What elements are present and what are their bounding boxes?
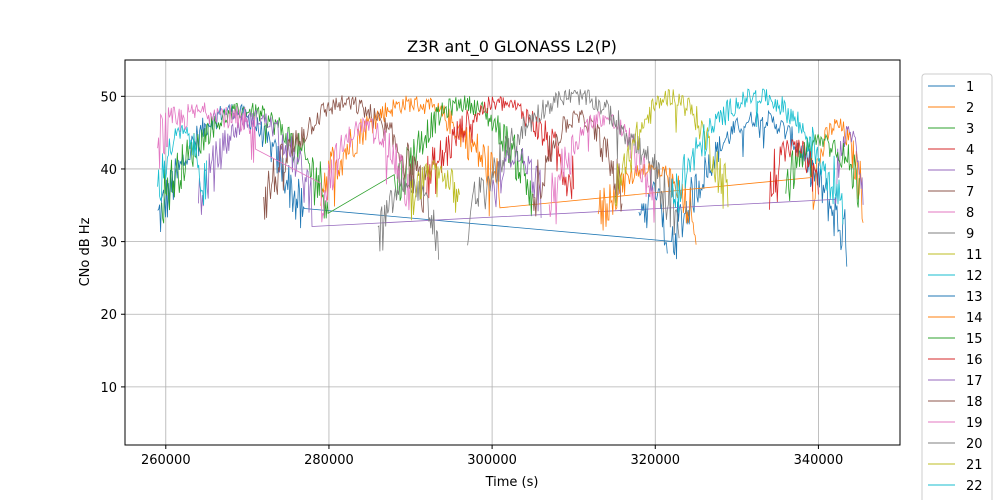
y-tick-label: 50 — [100, 90, 117, 105]
y-tick-label: 40 — [100, 163, 117, 178]
series-line-16 — [769, 138, 819, 210]
legend-box — [921, 73, 993, 500]
legend-label: 3 — [966, 122, 974, 137]
series-line-18 — [532, 109, 623, 217]
legend-label: 21 — [966, 458, 983, 473]
x-tick-label: 300000 — [467, 453, 517, 468]
series-line-13 — [638, 181, 668, 254]
y-tick-label: 10 — [100, 381, 117, 396]
y-tick-label: 20 — [100, 308, 117, 323]
series-line-22 — [671, 88, 844, 225]
series-line-20 — [467, 89, 680, 246]
legend-label: 19 — [966, 416, 983, 431]
legend-label: 7 — [966, 185, 974, 200]
legend-label: 18 — [966, 395, 983, 410]
x-tick-label: 280000 — [304, 453, 354, 468]
series-line-11 — [410, 159, 460, 221]
legend-label: 11 — [966, 248, 983, 263]
x-tick-label: 260000 — [141, 453, 191, 468]
y-tick-label: 30 — [100, 236, 117, 251]
x-axis-label: Time (s) — [485, 475, 539, 490]
chart-title: Z3R ant_0 GLONASS L2(P) — [407, 37, 617, 57]
legend-label: 17 — [966, 374, 983, 389]
series-line-3 — [161, 95, 533, 224]
legend-label: 5 — [966, 164, 974, 179]
series-line-8 — [157, 102, 411, 223]
legend-label: 16 — [966, 353, 983, 368]
series-line-5 — [198, 109, 864, 227]
legend-label: 9 — [966, 227, 974, 242]
legend-label: 13 — [966, 290, 983, 305]
legend-label: 4 — [966, 143, 974, 158]
series-line-9 — [377, 175, 439, 260]
legend-label: 22 — [966, 479, 983, 494]
legend-label: 2 — [966, 101, 974, 116]
legend: 1234578911121314151617181920212224 — [921, 73, 993, 500]
grid — [125, 60, 900, 445]
y-axis-label: CNo dB Hz — [78, 217, 93, 286]
legend-label: 14 — [966, 311, 983, 326]
series-line-21 — [614, 89, 729, 209]
plot-area — [157, 88, 864, 267]
legend-label: 8 — [966, 206, 974, 221]
legend-label: 20 — [966, 437, 983, 452]
series-line-7 — [263, 95, 427, 220]
ticks: 260000 280000 300000 320000 340000 10 20 30 40 50 — [100, 90, 843, 468]
x-tick-label: 320000 — [630, 453, 680, 468]
x-tick-label: 340000 — [794, 453, 844, 468]
legend-label: 12 — [966, 269, 983, 284]
legend-label: 15 — [966, 332, 983, 347]
series-line-1 — [157, 103, 848, 267]
series-line-12 — [157, 124, 207, 206]
axes-frame — [124, 59, 901, 446]
legend-label: 1 — [966, 80, 974, 95]
